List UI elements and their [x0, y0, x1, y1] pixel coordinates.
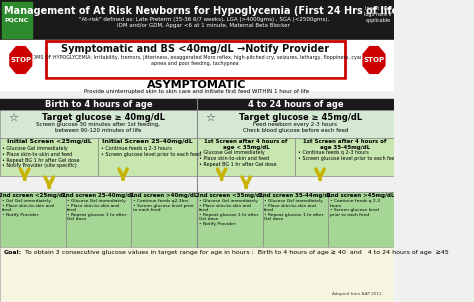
FancyBboxPatch shape: [66, 192, 131, 247]
Text: • Continue feeds q 2-3
hours
• Screen glucose level
prior to each feed: • Continue feeds q 2-3 hours • Screen gl…: [330, 199, 380, 217]
Text: Initial Screen <25mg/dL: Initial Screen <25mg/dL: [7, 139, 91, 144]
Text: 2nd screen 25-40mg/dL: 2nd screen 25-40mg/dL: [62, 193, 135, 198]
FancyBboxPatch shape: [0, 80, 394, 90]
FancyBboxPatch shape: [197, 99, 394, 110]
FancyBboxPatch shape: [197, 138, 295, 176]
FancyBboxPatch shape: [0, 192, 66, 247]
Text: Initial Screen 25-40mg/dL: Initial Screen 25-40mg/dL: [102, 139, 193, 144]
Text: • Glucose Gel immediately
• Place skin-to-skin and
feed
• Repeat glucose 1 hr af: • Glucose Gel immediately • Place skin-t…: [264, 199, 324, 221]
Text: 2nd screen >40mg/dL: 2nd screen >40mg/dL: [130, 193, 198, 198]
Text: 2nd screen <35mg/dL: 2nd screen <35mg/dL: [196, 193, 264, 198]
FancyBboxPatch shape: [0, 0, 394, 40]
Text: IDM and/or GDM, Apgar <6 at 1 minute, Maternal Beta Blocker: IDM and/or GDM, Apgar <6 at 1 minute, Ma…: [117, 23, 290, 28]
Text: 4 to 24 hours of age: 4 to 24 hours of age: [247, 100, 343, 109]
Text: Management of At Risk Newborns for Hypoglycemia (First 24 Hrs of life): Management of At Risk Newborns for Hypog…: [4, 6, 403, 16]
FancyBboxPatch shape: [197, 110, 394, 138]
FancyBboxPatch shape: [0, 99, 197, 110]
Text: Goal:: Goal:: [4, 250, 22, 255]
Text: • Glucose Gel immediately
• Place skin-to-skin and feed
• Repeat BG 1 hr after G: • Glucose Gel immediately • Place skin-t…: [200, 150, 277, 167]
Text: ☆: ☆: [205, 113, 215, 123]
Text: 1st Screen after 4 hours of
age < 35mg/dL: 1st Screen after 4 hours of age < 35mg/d…: [204, 139, 288, 150]
Text: STOP: STOP: [364, 57, 384, 63]
FancyBboxPatch shape: [295, 138, 394, 176]
Text: Target glucose ≥ 45mg/dL: Target glucose ≥ 45mg/dL: [238, 113, 362, 122]
FancyBboxPatch shape: [197, 192, 263, 247]
FancyBboxPatch shape: [263, 192, 328, 247]
Text: • Gel Gel immediately
• Place skin-to-skin and
feed
• Notify Provider: • Gel Gel immediately • Place skin-to-sk…: [2, 199, 54, 217]
Text: • Continue feeds q 2-3 hours
• Screen glucose level prior to each feed: • Continue feeds q 2-3 hours • Screen gl…: [298, 150, 398, 161]
Text: • Glucose Gel immediately
• Place skin-to-skin and feed
• Repeat BG 1 hr after G: • Glucose Gel immediately • Place skin-t…: [2, 146, 80, 169]
Text: To obtain 3 consecutive glucose values in target range for age in hours :  Birth: To obtain 3 consecutive glucose values i…: [23, 250, 449, 255]
FancyBboxPatch shape: [0, 247, 394, 302]
Text: "At-risk" defined as: Late Preterm (35-36 6/7 weeks), LGA (>4000gms) , SGA (<250: "At-risk" defined as: Late Preterm (35-3…: [79, 17, 328, 22]
FancyBboxPatch shape: [99, 138, 197, 176]
FancyBboxPatch shape: [0, 40, 394, 80]
Text: SYMPTOMS OF HYPOGLYCEMIA: Irritability, tremors, jitteriness, exaggerated Moro r: SYMPTOMS OF HYPOGLYCEMIA: Irritability, …: [16, 55, 374, 66]
Text: • Continue feeds q 2-3 hours
• Screen glucose level prior to each feed: • Continue feeds q 2-3 hours • Screen gl…: [101, 146, 201, 157]
Text: Feed newborn every 2-3 hours
Check blood glucose before each feed: Feed newborn every 2-3 hours Check blood…: [243, 122, 348, 133]
Text: Screen glucose 30 minutes after 1st feeding,
between 90-120 minutes of life: Screen glucose 30 minutes after 1st feed…: [36, 122, 161, 133]
Text: PQCNC: PQCNC: [4, 18, 29, 23]
Text: Target glucose ≥ 40mg/dL: Target glucose ≥ 40mg/dL: [42, 113, 164, 122]
Text: Provide uninterrupted skin to skin care and initiate first feed WITHIN 1 hour of: Provide uninterrupted skin to skin care …: [84, 89, 310, 94]
Text: Insert your
logo here if
applicable: Insert your logo here if applicable: [364, 6, 392, 23]
FancyBboxPatch shape: [2, 2, 32, 38]
FancyBboxPatch shape: [0, 138, 99, 176]
Text: Adapted from AAP 2011: Adapted from AAP 2011: [332, 292, 382, 296]
FancyBboxPatch shape: [328, 192, 394, 247]
FancyBboxPatch shape: [46, 41, 345, 78]
FancyBboxPatch shape: [0, 110, 197, 138]
Text: 2nd screen >45mg/dL: 2nd screen >45mg/dL: [328, 193, 395, 198]
Text: 1st Screen after 4 hours of
age 35-45mg/dL: 1st Screen after 4 hours of age 35-45mg/…: [303, 139, 386, 150]
Text: • Continue feeds q2-3hrs
• Screen glucose level prior
to each feed: • Continue feeds q2-3hrs • Screen glucos…: [133, 199, 194, 212]
Text: • Glucose Gel immediately
• Place skin-to-skin and
feed
• Repeat glucose 1 hr af: • Glucose Gel immediately • Place skin-t…: [67, 199, 127, 221]
FancyBboxPatch shape: [131, 192, 197, 247]
Text: Birth to 4 hours of age: Birth to 4 hours of age: [45, 100, 152, 109]
Text: ☆: ☆: [9, 113, 18, 123]
Text: Symptomatic and BS <40mg/dL →Notify Provider: Symptomatic and BS <40mg/dL →Notify Prov…: [61, 44, 329, 54]
Text: • Glucose Gel immediately
• Place skin-to-skin and
feed
• Repeat glucose 1 hr af: • Glucose Gel immediately • Place skin-t…: [199, 199, 258, 226]
Text: ASYMPTOMATIC: ASYMPTOMATIC: [147, 80, 246, 90]
Text: 2nd screen <25mg/dL: 2nd screen <25mg/dL: [0, 193, 66, 198]
Text: STOP: STOP: [10, 57, 31, 63]
Text: 2nd screen 35-44mg/dL: 2nd screen 35-44mg/dL: [259, 193, 332, 198]
